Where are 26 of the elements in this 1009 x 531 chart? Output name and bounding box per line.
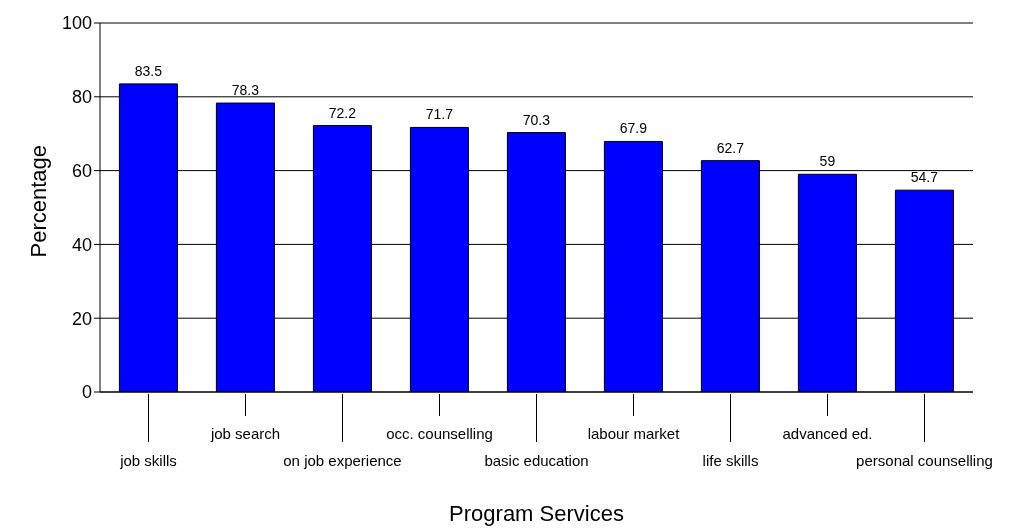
x-tick-label: life skills — [702, 452, 759, 469]
x-axis-title: Program Services — [449, 501, 624, 526]
x-tick-label: on job experience — [283, 452, 402, 469]
x-tick-label: job skills — [119, 452, 177, 469]
x-tick-label: personal counselling — [856, 452, 993, 469]
data-label: 54.7 — [910, 169, 939, 186]
y-tick-label: 100 — [61, 13, 92, 34]
y-tick-label: 20 — [71, 308, 92, 329]
y-tick-label: 80 — [71, 87, 92, 108]
data-label: 78.3 — [231, 82, 260, 99]
data-label: 67.9 — [619, 120, 648, 137]
x-tick-label: labour market — [587, 425, 681, 442]
x-tick-label: job search — [209, 425, 281, 442]
data-label: 70.3 — [522, 111, 551, 128]
x-tick-label: basic education — [484, 452, 589, 469]
x-tick-label: advanced ed. — [782, 425, 873, 442]
data-label: 83.5 — [134, 62, 163, 79]
data-label: 71.7 — [425, 106, 454, 123]
y-tick-label: 40 — [71, 234, 92, 255]
x-tick-label: occ. counselling — [386, 425, 493, 442]
y-tick-label: 0 — [81, 382, 92, 403]
data-label: 62.7 — [716, 139, 745, 156]
data-label: 59 — [819, 153, 836, 170]
y-tick-label: 60 — [71, 160, 92, 181]
data-label: 72.2 — [328, 104, 357, 121]
y-axis-title: Percentage — [25, 144, 51, 258]
